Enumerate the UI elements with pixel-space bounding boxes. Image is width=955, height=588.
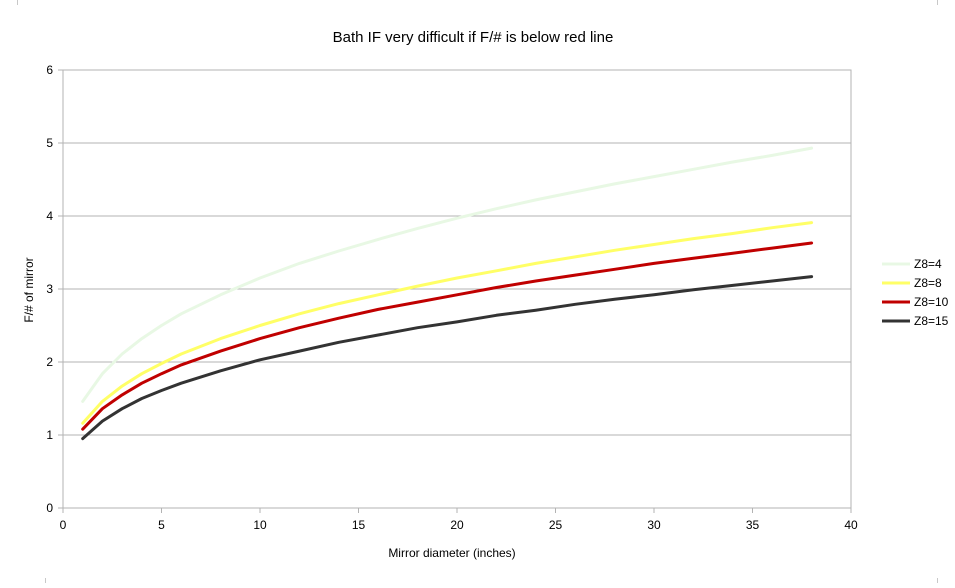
x-tick-label: 40: [844, 518, 858, 532]
x-tick-label: 15: [352, 518, 366, 532]
y-tick-label: 3: [46, 282, 53, 296]
series-line: [81, 221, 814, 425]
x-tick-label: 0: [60, 518, 67, 532]
chart-title: Bath IF very difficult if F/# is below r…: [333, 29, 614, 46]
y-tick-label: 2: [46, 355, 53, 369]
x-axis-label: Mirror diameter (inches): [388, 546, 515, 560]
x-tick-label: 20: [450, 518, 464, 532]
x-tick-label: 35: [746, 518, 760, 532]
gridlines: [63, 69, 851, 509]
y-tick-label: 4: [46, 209, 53, 223]
series-line: [81, 241, 814, 431]
y-axis-label: F/# of mirror: [22, 257, 36, 322]
y-tick-label: 6: [46, 63, 53, 77]
series-line: [81, 275, 814, 441]
axis-ticks: 0 1 2 3 4 5 6 0 5 10 15 20 25 30 35 40: [46, 63, 858, 532]
legend-label: Z8=4: [914, 257, 942, 271]
series-line: [81, 146, 814, 403]
legend-label: Z8=10: [914, 295, 949, 309]
series-lines: [81, 146, 814, 441]
y-tick-label: 1: [46, 428, 53, 442]
x-tick-label: 10: [253, 518, 267, 532]
page-edge-mark: [937, 578, 938, 583]
x-tick-label: 30: [647, 518, 661, 532]
legend: Z8=4 Z8=8 Z8=10 Z8=15: [882, 257, 949, 328]
legend-label: Z8=15: [914, 314, 949, 328]
x-tick-label: 5: [158, 518, 165, 532]
x-tick-label: 25: [549, 518, 563, 532]
page-edge-mark: [937, 0, 938, 5]
page-edge-mark: [17, 0, 18, 5]
y-tick-label: 0: [46, 501, 53, 515]
page-edge-mark: [45, 578, 46, 583]
y-tick-label: 5: [46, 136, 53, 150]
legend-label: Z8=8: [914, 276, 942, 290]
